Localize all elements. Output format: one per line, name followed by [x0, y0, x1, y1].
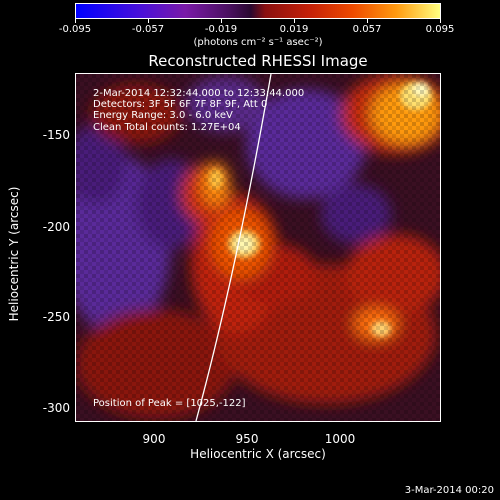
colorbar-label: 0.057	[352, 24, 382, 35]
colorbar-tick	[148, 19, 149, 23]
annotation-energy: Energy Range: 3.0 - 6.0 keV	[93, 110, 233, 121]
x-tick-label: 1000	[324, 432, 356, 446]
colorbar-tick	[440, 19, 441, 23]
colorbar-tick	[75, 19, 76, 23]
colorbar	[75, 3, 441, 19]
plot-title: Reconstructed RHESSI Image	[148, 52, 368, 70]
colorbar-tick	[367, 19, 368, 23]
solar-limb-line	[195, 74, 272, 421]
colorbar-label: 0.019	[279, 24, 309, 35]
colorbar-tick	[221, 19, 222, 23]
y-tick-label: -250	[42, 310, 70, 324]
colorbar-unit: (photons cm⁻² s⁻¹ asec⁻²)	[193, 37, 323, 48]
annotation-time: 2-Mar-2014 12:32:44.000 to 12:33:44.000	[93, 88, 305, 99]
colorbar-tick	[294, 19, 295, 23]
y-tick-label: -150	[42, 128, 70, 142]
x-tick-label: 950	[235, 432, 259, 446]
annotation-peak: Position of Peak = [1025,-122]	[93, 398, 246, 409]
colorbar-label: -0.019	[204, 24, 238, 35]
y-tick-label: -200	[42, 220, 70, 234]
colorbar-label: -0.057	[131, 24, 165, 35]
pixel-grain	[76, 74, 440, 421]
annotation-detectors: Detectors: 3F 5F 6F 7F 8F 9F, Att 0	[93, 99, 268, 110]
rhessi-image	[75, 73, 441, 422]
colorbar-label: 0.095	[425, 24, 455, 35]
colorbar-label: -0.095	[58, 24, 92, 35]
annotation-method: Clean Total counts: 1.27E+04	[93, 122, 241, 133]
y-axis-label-text: Heliocentric Y (arcsec)	[7, 186, 21, 322]
x-tick-label: 900	[142, 432, 166, 446]
x-axis-label: Heliocentric X (arcsec)	[190, 447, 326, 461]
y-axis-label: Heliocentric Y (arcsec)	[7, 187, 21, 322]
footer-timestamp: 3-Mar-2014 00:20	[404, 485, 494, 496]
y-tick-label: -300	[42, 401, 70, 415]
image-canvas	[76, 74, 440, 421]
